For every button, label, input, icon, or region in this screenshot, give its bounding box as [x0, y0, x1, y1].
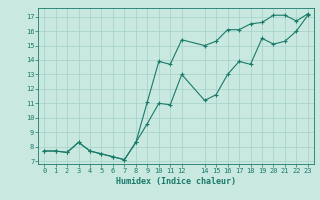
X-axis label: Humidex (Indice chaleur): Humidex (Indice chaleur) [116, 177, 236, 186]
